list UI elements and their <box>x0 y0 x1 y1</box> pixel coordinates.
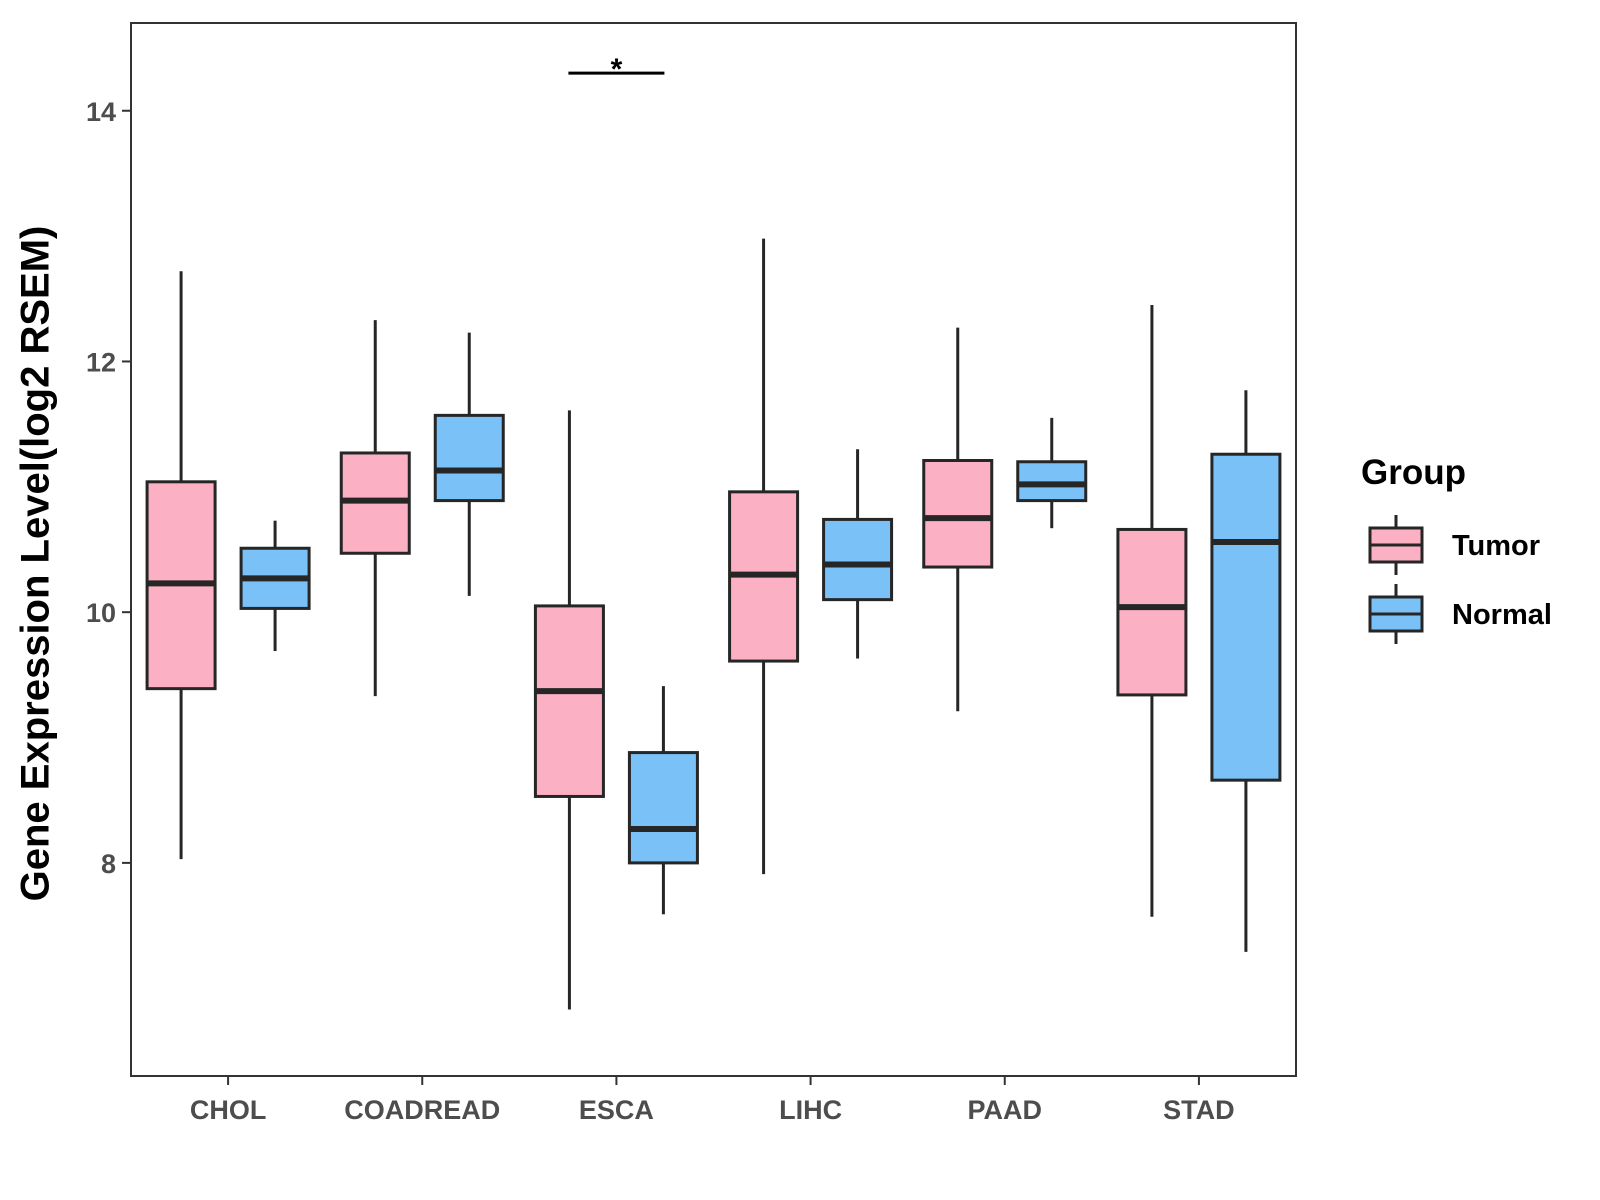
legend: Group Tumor Normal <box>1361 453 1552 644</box>
x-axis: CHOL COADREAD ESCA LIHC PAAD STAD <box>190 1076 1235 1125</box>
box-normal-esca <box>627 751 699 865</box>
legend-title: Group <box>1361 453 1466 492</box>
box-normal-paad <box>1016 460 1088 503</box>
legend-label-tumor: Tumor <box>1452 530 1540 562</box>
x-tick-label-coadread: COADREAD <box>344 1095 500 1125</box>
box-tumor-esca <box>533 604 605 798</box>
x-tick-label-chol: CHOL <box>190 1095 267 1125</box>
significance-label-0: * <box>611 53 623 86</box>
panel-border <box>130 22 1297 1077</box>
box-tumor-paad <box>922 458 994 569</box>
box-normal-lihc <box>822 517 894 602</box>
y-tick-label-12: 12 <box>86 347 116 377</box>
x-tick-label-paad: PAAD <box>967 1095 1042 1125</box>
box-tumor-stad <box>1116 527 1188 697</box>
box-normal-stad <box>1210 452 1282 782</box>
annotation-layer: * <box>568 53 665 86</box>
y-axis: 8 10 12 14 <box>86 97 131 879</box>
y-tick-label-14: 14 <box>86 97 116 127</box>
y-tick-label-10: 10 <box>86 598 116 628</box>
x-tick-label-stad: STAD <box>1163 1095 1235 1125</box>
y-axis-title: Gene Expression Level(log2 RSEM) <box>14 226 58 902</box>
x-tick-label-lihc: LIHC <box>779 1095 842 1125</box>
legend-label-normal: Normal <box>1452 599 1552 631</box>
x-tick-label-esca: ESCA <box>579 1095 654 1125</box>
box-normal-coadread <box>433 413 505 503</box>
y-tick-label-8: 8 <box>101 849 116 879</box>
boxes-layer <box>145 238 1282 1010</box>
